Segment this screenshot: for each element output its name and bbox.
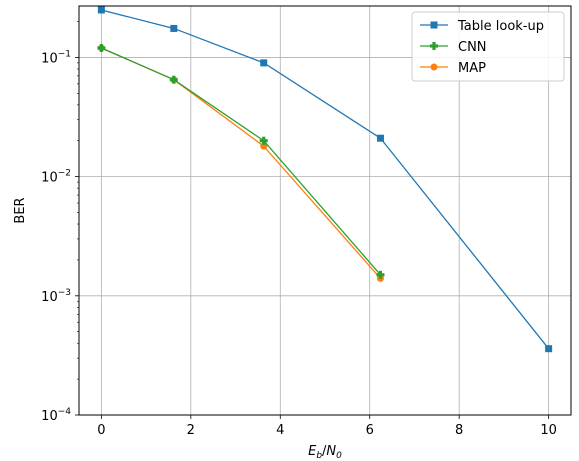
data-point	[430, 42, 438, 50]
data-point	[97, 6, 105, 14]
legend-item: MAP	[420, 61, 486, 76]
data-point	[376, 270, 385, 279]
y-tick-label: 10−2	[41, 169, 71, 186]
marker-bar-v	[262, 136, 266, 145]
y-tick-label: 10−4	[41, 407, 71, 424]
series-line	[101, 47, 381, 279]
legend-item: CNN	[420, 40, 487, 55]
data-point	[260, 59, 268, 67]
x-axis-label: Eb/N0	[308, 444, 342, 461]
x-tick-label: 2	[187, 423, 195, 438]
series-cnn	[97, 43, 385, 279]
data-point	[376, 134, 384, 142]
data-point	[545, 345, 553, 353]
marker-bar-v	[432, 42, 436, 50]
x-tick-label: 8	[455, 423, 463, 438]
series-map	[97, 44, 384, 282]
marker-bar-v	[378, 270, 383, 279]
series-table-look-up	[97, 6, 553, 353]
data-point	[259, 136, 268, 145]
plot-frame	[78, 5, 572, 416]
axis-labels: Eb/N0 BER	[13, 197, 342, 461]
legend-label: CNN	[458, 40, 487, 55]
ticks: 0 2 4 6 8 10 10−4 10−3 10−2 10−1	[41, 21, 557, 438]
x-tick-label: 6	[366, 423, 374, 438]
marker-bar-v	[172, 75, 176, 84]
legend: Table look-up CNN MAP	[411, 11, 565, 82]
x-tick-label: 4	[276, 423, 284, 438]
data-point	[260, 142, 268, 150]
data-point	[97, 43, 106, 52]
legend-label: Table look-up	[457, 19, 544, 34]
legend-item: Table look-up	[420, 19, 544, 34]
y-tick-label: 10−3	[41, 288, 71, 305]
marker-bar-v	[99, 43, 103, 52]
data-point	[169, 75, 178, 84]
series-line	[101, 47, 381, 276]
legend-label: MAP	[458, 61, 486, 76]
y-tick-label: 10−1	[41, 49, 71, 66]
x-tick-label: 10	[540, 423, 557, 438]
data-point	[430, 63, 438, 71]
data-point	[170, 24, 178, 32]
series-layer	[97, 6, 553, 353]
x-tick-label: 0	[97, 423, 105, 438]
y-axis-label: BER	[13, 197, 28, 223]
legend-box	[411, 11, 565, 82]
data-point	[430, 21, 438, 29]
